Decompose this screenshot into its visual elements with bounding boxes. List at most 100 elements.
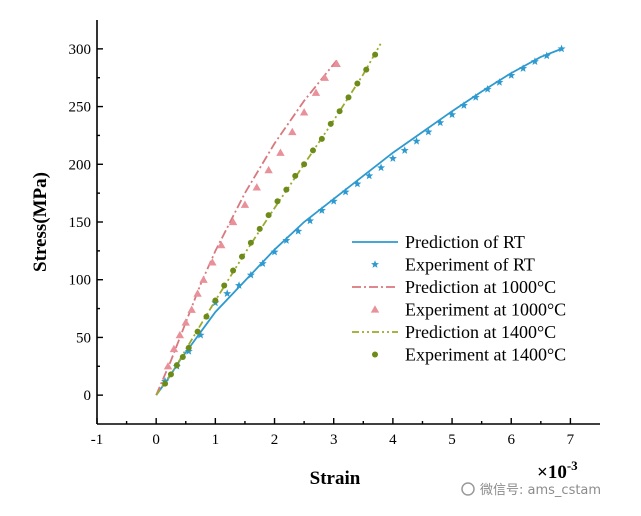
data-point: [270, 247, 279, 256]
watermark: 微信号: ams_cstam: [461, 482, 601, 498]
data-point: [372, 51, 379, 58]
data-point: [329, 197, 338, 205]
data-point: [162, 380, 169, 387]
data-point: [557, 44, 566, 53]
data-point: [292, 172, 299, 179]
series-1: [161, 44, 566, 385]
data-point: [424, 127, 433, 136]
legend-swatch: [370, 305, 380, 313]
y-tick-label: 100: [69, 273, 92, 289]
data-point: [274, 198, 281, 205]
data-point: [483, 85, 492, 93]
data-point: [412, 137, 421, 145]
data-point: [332, 59, 341, 68]
legend: Prediction of RT Experiment of RT Predicti…: [346, 229, 596, 368]
data-point: [317, 206, 326, 214]
legend-label: Prediction of RT: [405, 232, 525, 252]
data-point: [299, 108, 309, 116]
data-point: [542, 51, 551, 60]
series-5: [162, 51, 379, 387]
data-point: [507, 71, 516, 79]
x-tick-label: 5: [448, 432, 456, 448]
data-point: [185, 344, 192, 351]
data-point: [345, 94, 352, 101]
legend-item: Experiment at 1000°C: [370, 300, 566, 320]
data-point: [353, 179, 362, 188]
data-point: [471, 93, 480, 101]
watermark-text: 微信号: ams_cstam: [480, 483, 601, 498]
x-tick-label: 1: [212, 432, 220, 448]
data-point: [181, 318, 190, 326]
series-line: [155, 59, 338, 396]
data-point: [519, 64, 528, 72]
x-scale-exponent: -3: [567, 458, 578, 473]
data-point: [276, 148, 285, 156]
data-point: [196, 330, 205, 339]
x-tick-label: 4: [389, 432, 397, 448]
data-point: [208, 258, 217, 266]
plot-series: [155, 42, 566, 396]
data-point: [179, 354, 186, 361]
data-point: [530, 57, 539, 65]
data-point: [436, 118, 445, 127]
data-point: [235, 281, 244, 289]
data-point: [258, 259, 267, 267]
axis-ticks: -1 0 1 2 3 4 5 6 7 0 50 100 150 200 250 300: [69, 42, 575, 448]
data-point: [240, 200, 250, 208]
legend-item: Prediction of RT: [352, 232, 525, 252]
legend-label: Experiment at 1000°C: [405, 300, 566, 320]
data-point: [341, 187, 350, 196]
data-point: [265, 212, 272, 219]
legend-swatch: [371, 260, 379, 268]
data-point: [175, 330, 185, 339]
data-point: [247, 239, 254, 246]
x-tick-label: 0: [152, 432, 160, 448]
x-axis-title: Strain: [310, 468, 361, 489]
data-point: [163, 362, 173, 370]
data-point: [320, 73, 330, 81]
x-axis-scale-factor: ×10-3: [537, 458, 578, 483]
legend-item: Prediction at 1400°C: [352, 322, 556, 342]
legend-item: Experiment at 1400°C: [372, 345, 566, 365]
data-point: [282, 236, 291, 244]
data-point: [246, 270, 255, 279]
data-point: [301, 161, 308, 168]
data-point: [448, 110, 457, 119]
data-point: [459, 101, 468, 109]
data-point: [203, 313, 210, 320]
data-point: [311, 88, 321, 96]
data-point: [327, 120, 334, 127]
data-point: [354, 80, 361, 87]
data-point: [365, 171, 374, 180]
y-tick-label: 0: [84, 388, 92, 404]
data-point: [495, 78, 504, 86]
y-tick-label: 50: [76, 330, 91, 346]
x-tick-label: 6: [507, 432, 515, 448]
data-point: [294, 227, 303, 235]
series-2: [155, 59, 338, 396]
y-tick-label: 250: [69, 100, 92, 116]
data-point: [194, 328, 201, 335]
data-point: [230, 267, 237, 274]
data-point: [309, 147, 316, 154]
legend-label: Experiment of RT: [405, 255, 535, 275]
y-tick-label: 300: [69, 42, 92, 58]
data-point: [252, 183, 261, 191]
data-point: [187, 305, 196, 313]
data-point: [167, 371, 174, 378]
x-scale-base: ×10: [537, 462, 567, 483]
data-point: [221, 282, 228, 289]
series-3: [163, 59, 341, 370]
data-point: [306, 216, 315, 225]
data-point: [173, 362, 180, 369]
wechat-icon: [461, 482, 475, 496]
data-point: [169, 344, 179, 353]
data-point: [199, 275, 208, 283]
legend-label: Prediction at 1400°C: [405, 322, 556, 342]
data-point: [212, 297, 219, 304]
data-point: [217, 240, 226, 249]
data-point: [193, 289, 202, 297]
y-axis-title: Stress(MPa): [30, 172, 51, 272]
x-tick-label: 3: [330, 432, 338, 448]
